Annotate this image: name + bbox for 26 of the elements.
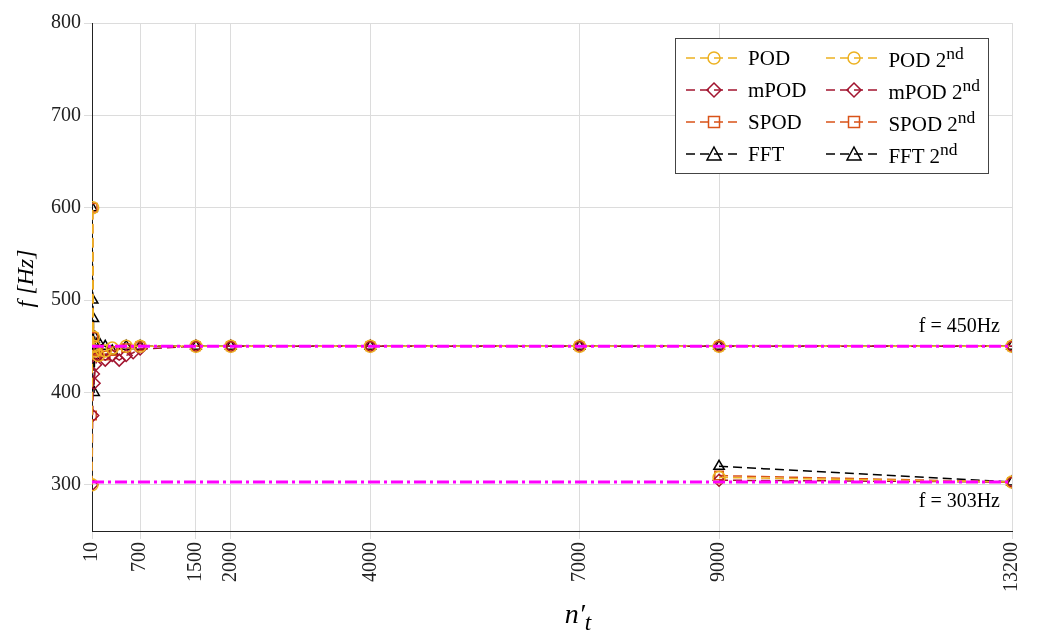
y-tick-label: 600	[51, 194, 81, 217]
y-tick-label: 700	[51, 102, 81, 125]
y-tick-label: 800	[51, 10, 81, 33]
y-tick-label: 500	[51, 287, 81, 310]
legend-label: mPOD	[748, 77, 807, 103]
legend-label: FFT	[748, 141, 785, 167]
x-tick-label: 13200	[999, 542, 1022, 592]
y-axis-title: f [Hz]	[11, 248, 39, 308]
legend-label: SPOD	[748, 109, 802, 135]
ref-line-label: f = 303Hz	[918, 489, 1001, 512]
y-tick-label: 400	[51, 379, 81, 402]
x-axis-title: n′$_{t}$	[563, 598, 593, 636]
legend-label: POD 2$^{nd}$	[888, 43, 964, 73]
legend-label: POD	[748, 45, 791, 71]
x-tick-label: 10	[79, 542, 102, 562]
y-tick-label: 300	[51, 472, 81, 495]
x-tick-label: 4000	[357, 542, 380, 582]
x-tick-label: 7000	[566, 542, 589, 582]
legend-label: mPOD 2$^{nd}$	[888, 75, 980, 105]
x-tick-label: 700	[127, 542, 150, 572]
x-tick-label: 1500	[183, 542, 206, 582]
legend-label: FFT 2$^{nd}$	[888, 139, 958, 169]
ref-line-label: f = 450Hz	[918, 313, 1001, 336]
x-tick-label: 9000	[706, 542, 729, 582]
x-tick-label: 2000	[218, 542, 241, 582]
legend-label: SPOD 2$^{nd}$	[888, 107, 976, 137]
